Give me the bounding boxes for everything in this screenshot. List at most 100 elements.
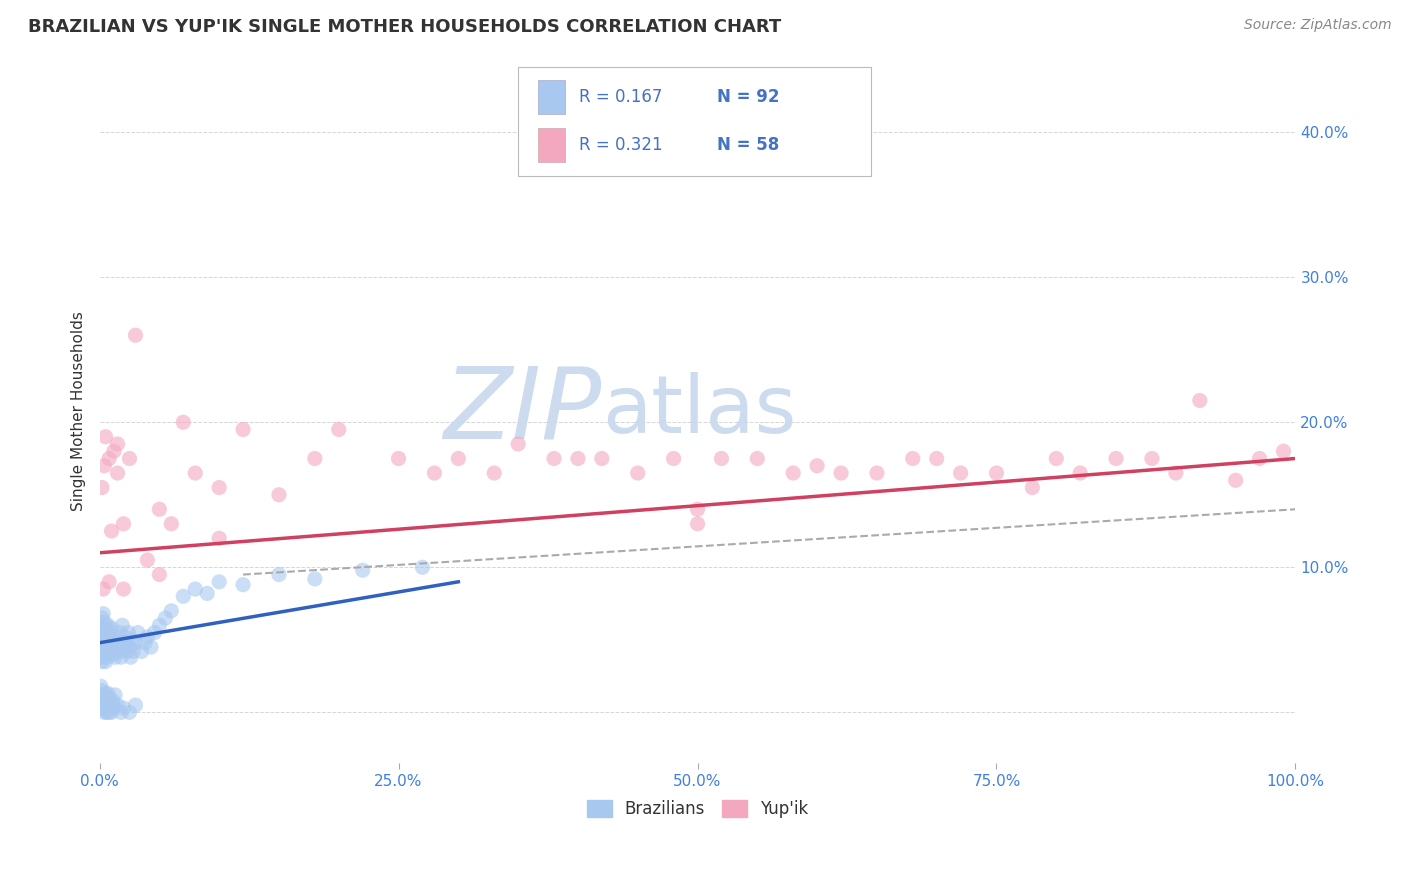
- Point: [107, 636, 129, 650]
- Point: [91, 698, 114, 712]
- Point: [118, 640, 141, 654]
- Point: [118, 706, 141, 720]
- Point: [115, 644, 138, 658]
- Point: [107, 466, 129, 480]
- Point: [484, 466, 506, 480]
- Text: R = 0.321: R = 0.321: [579, 136, 662, 154]
- Point: [124, 698, 146, 712]
- Point: [267, 488, 290, 502]
- FancyBboxPatch shape: [538, 80, 565, 114]
- Point: [160, 516, 183, 531]
- Point: [107, 644, 129, 658]
- Point: [98, 644, 121, 658]
- Point: [90, 632, 112, 647]
- Point: [782, 466, 804, 480]
- Point: [925, 451, 948, 466]
- Point: [686, 516, 709, 531]
- Point: [806, 458, 828, 473]
- Point: [91, 611, 114, 625]
- Y-axis label: Single Mother Households: Single Mother Households: [72, 311, 86, 511]
- Point: [830, 466, 852, 480]
- Point: [387, 451, 409, 466]
- Point: [93, 458, 115, 473]
- Text: N = 92: N = 92: [717, 88, 779, 106]
- Point: [124, 636, 146, 650]
- Point: [986, 466, 1008, 480]
- Point: [567, 451, 589, 466]
- Point: [91, 607, 114, 621]
- Point: [866, 466, 889, 480]
- Point: [98, 630, 121, 644]
- Point: [100, 636, 122, 650]
- Text: ZIP: ZIP: [444, 363, 602, 460]
- Point: [208, 574, 231, 589]
- Text: atlas: atlas: [602, 372, 796, 450]
- Point: [91, 655, 114, 669]
- Point: [91, 702, 114, 716]
- Point: [1188, 393, 1211, 408]
- Point: [208, 531, 231, 545]
- Point: [686, 502, 709, 516]
- Point: [155, 611, 177, 625]
- Point: [232, 578, 254, 592]
- Point: [208, 481, 231, 495]
- Point: [103, 701, 125, 715]
- Point: [107, 437, 129, 451]
- Point: [96, 694, 118, 708]
- Point: [97, 701, 120, 715]
- Point: [136, 553, 159, 567]
- Point: [117, 625, 139, 640]
- Point: [91, 688, 114, 702]
- Point: [120, 650, 142, 665]
- Point: [93, 630, 115, 644]
- Point: [90, 679, 112, 693]
- Point: [1140, 451, 1163, 466]
- Point: [121, 632, 143, 647]
- Point: [103, 640, 125, 654]
- Point: [100, 524, 122, 538]
- Point: [96, 636, 118, 650]
- Point: [112, 701, 135, 715]
- Point: [172, 415, 194, 429]
- Point: [747, 451, 769, 466]
- Point: [104, 688, 127, 702]
- Point: [97, 686, 120, 700]
- Point: [90, 618, 112, 632]
- Point: [94, 625, 117, 640]
- Point: [101, 648, 124, 662]
- Point: [543, 451, 565, 466]
- Point: [232, 422, 254, 436]
- Point: [98, 706, 121, 720]
- Point: [115, 636, 138, 650]
- Point: [447, 451, 470, 466]
- Point: [328, 422, 350, 436]
- Point: [91, 683, 114, 698]
- Point: [108, 625, 131, 640]
- FancyBboxPatch shape: [538, 128, 565, 162]
- Point: [98, 451, 121, 466]
- Point: [949, 466, 972, 480]
- Point: [124, 328, 146, 343]
- Point: [508, 437, 530, 451]
- Point: [1069, 466, 1091, 480]
- Point: [98, 698, 121, 712]
- Point: [100, 621, 122, 635]
- FancyBboxPatch shape: [519, 67, 870, 176]
- Point: [184, 582, 207, 596]
- Point: [160, 604, 183, 618]
- Point: [98, 640, 121, 654]
- Point: [423, 466, 446, 480]
- Point: [98, 690, 121, 705]
- Point: [710, 451, 733, 466]
- Point: [97, 632, 120, 647]
- Point: [304, 572, 326, 586]
- Point: [110, 650, 132, 665]
- Point: [96, 621, 118, 635]
- Point: [1272, 444, 1295, 458]
- Point: [901, 451, 924, 466]
- Point: [97, 618, 120, 632]
- Point: [101, 694, 124, 708]
- Point: [104, 650, 127, 665]
- Text: N = 58: N = 58: [717, 136, 779, 154]
- Point: [107, 698, 129, 712]
